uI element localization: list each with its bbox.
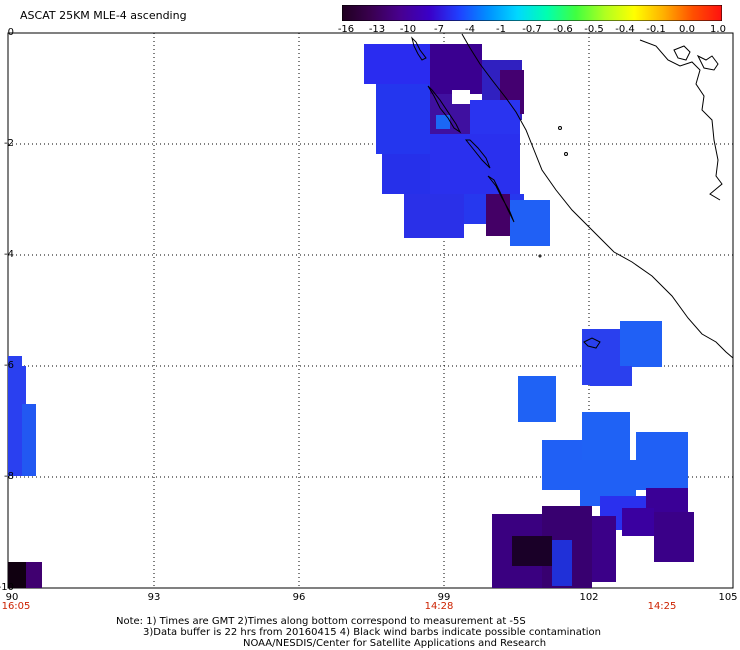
data-block xyxy=(8,356,22,476)
x-tick-label: 102 xyxy=(579,592,599,603)
data-block xyxy=(470,100,520,134)
x-tick-label: 105 xyxy=(718,592,738,603)
colorbar-label: -0.4 xyxy=(615,24,635,35)
colorbar xyxy=(342,5,722,21)
data-block xyxy=(430,134,520,194)
colorbar-label: -7 xyxy=(434,24,444,35)
colorbar-label: -16 xyxy=(337,24,355,35)
colorbar-label: -13 xyxy=(368,24,386,35)
plot-frame xyxy=(7,32,734,589)
colorbar-label: 1.0 xyxy=(710,24,726,35)
colorbar-label: -0.1 xyxy=(646,24,666,35)
data-block xyxy=(430,44,482,94)
data-block xyxy=(582,412,630,462)
data-block xyxy=(8,562,26,588)
y-tick-label: -10 xyxy=(0,582,14,593)
y-tick-label: -8 xyxy=(4,471,14,482)
data-block xyxy=(654,512,694,562)
data-block xyxy=(592,516,616,582)
data-block xyxy=(622,508,654,536)
data-block xyxy=(436,115,450,129)
note-line: Note: 1) Times are GMT 2)Times along bot… xyxy=(116,616,526,627)
data-block xyxy=(552,540,572,586)
time-label: 16:05 xyxy=(1,601,31,612)
swath-lower xyxy=(492,321,694,588)
data-block xyxy=(590,366,632,386)
data-block xyxy=(22,404,36,476)
colorbar-label: -0.5 xyxy=(584,24,604,35)
colorbar-label: -1 xyxy=(496,24,506,35)
data-block xyxy=(382,154,432,194)
colorbar-label: -0.7 xyxy=(522,24,542,35)
time-label: 14:25 xyxy=(647,601,677,612)
y-tick-label: -2 xyxy=(4,138,14,149)
y-tick-label: -6 xyxy=(4,360,14,371)
footnotes: Note: 1) Times are GMT 2)Times along bot… xyxy=(116,616,601,649)
y-tick-label: 0 xyxy=(7,27,14,38)
data-block xyxy=(452,90,470,104)
x-tick-label: 90 xyxy=(5,592,19,603)
x-tick-label: 96 xyxy=(292,592,306,603)
data-block xyxy=(518,376,556,422)
swath-left xyxy=(8,356,42,588)
data-block xyxy=(364,44,430,84)
coastline xyxy=(411,33,734,359)
swath-upper xyxy=(364,44,550,246)
data-block xyxy=(404,194,464,238)
colorbar-label: 0.0 xyxy=(679,24,695,35)
colorbar-label: -4 xyxy=(465,24,475,35)
data-block xyxy=(22,366,26,406)
data-block xyxy=(636,432,688,490)
note-line: NOAA/NESDIS/Center for Satellite Applica… xyxy=(243,638,547,649)
colorbar-label: -10 xyxy=(399,24,417,35)
colorbar-label: -0.6 xyxy=(553,24,573,35)
data-block xyxy=(512,536,552,566)
data-block xyxy=(620,321,662,367)
map-title: ASCAT 25KM MLE-4 ascending xyxy=(20,9,187,22)
y-tick-label: -4 xyxy=(4,249,14,260)
x-tick-label: 99 xyxy=(437,592,451,603)
data-block xyxy=(486,194,510,236)
data-block xyxy=(376,84,430,154)
colorbar-gradient xyxy=(342,5,722,21)
data-block xyxy=(26,562,42,588)
x-tick-label: 93 xyxy=(147,592,161,603)
data-block xyxy=(510,200,550,246)
note-line: 3)Data buffer is 22 hrs from 20160415 4)… xyxy=(143,627,601,638)
time-label: 14:28 xyxy=(424,601,454,612)
data-block xyxy=(542,440,582,490)
